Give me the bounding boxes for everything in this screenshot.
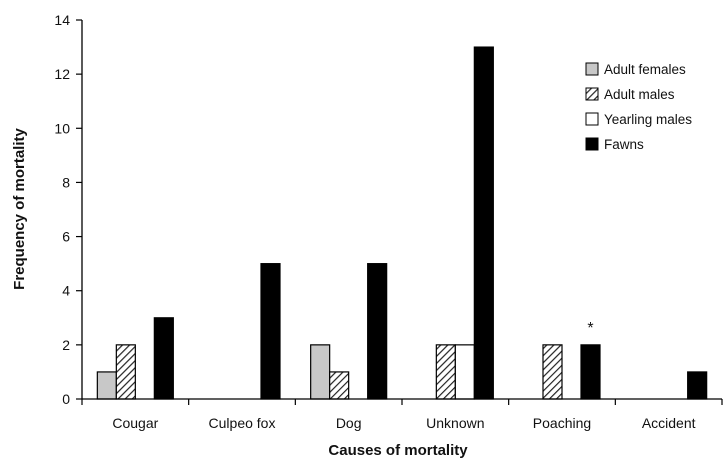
y-tick-label: 2: [62, 337, 70, 353]
bar-adult-males-dog: [329, 371, 350, 400]
y-tick-label: 6: [62, 229, 70, 245]
y-tick-label: 0: [62, 391, 70, 407]
legend-swatch-fawns: [585, 137, 599, 151]
y-tick-label: 4: [62, 283, 70, 299]
y-axis-tick-labels: 0 2 4 6 8 10 12 14: [54, 12, 82, 407]
legend-label-fawns: Fawns: [604, 137, 644, 152]
bar-fawns-unknown: [473, 46, 494, 400]
bar-adult-females-cougar: [96, 371, 117, 400]
x-tick-label-dog: Dog: [336, 415, 362, 431]
bar-adult-males-cougar: [115, 344, 136, 400]
legend-swatch-adult-females: [585, 62, 599, 76]
y-tick-label: 10: [54, 120, 70, 136]
annotation-asterisk: *: [587, 320, 593, 337]
x-tick-label-culpeo-fox: Culpeo fox: [209, 415, 276, 431]
bar-yearling-males-unknown: [454, 344, 475, 400]
bar-fawns-accident: [687, 371, 708, 400]
legend-swatch-adult-males: [585, 87, 599, 101]
bar-adult-males-poaching: [542, 344, 563, 400]
bar-adult-males-unknown: [435, 344, 456, 400]
x-tick-label-unknown: Unknown: [426, 415, 484, 431]
x-axis-tick-labels: Cougar Culpeo fox Dog Unknown Poaching Accide…: [81, 399, 723, 431]
legend-label-adult-females: Adult females: [604, 62, 686, 77]
x-tick-label-accident: Accident: [642, 415, 696, 431]
bar-fawns-cougar: [153, 317, 174, 400]
legend-swatch-yearling-males: [585, 112, 599, 126]
y-axis-title: Frequency of mortality: [11, 127, 28, 289]
bar-fawns-culpeo-fox: [260, 263, 281, 400]
bar-fawns-poaching: [580, 344, 601, 400]
y-tick-label: 8: [62, 174, 70, 190]
x-axis-title: Causes of mortality: [328, 442, 468, 459]
legend-label-adult-males: Adult males: [604, 87, 675, 102]
x-tick-label-poaching: Poaching: [533, 415, 591, 431]
legend: Adult females Adult males Yearling males Fa…: [585, 62, 692, 152]
y-tick-label: 14: [54, 12, 70, 28]
bar-fawns-dog: [367, 263, 388, 400]
bar-adult-females-dog: [310, 344, 331, 400]
x-tick-label-cougar: Cougar: [112, 415, 158, 431]
legend-label-yearling-males: Yearling males: [604, 112, 692, 127]
y-tick-label: 12: [54, 66, 70, 82]
